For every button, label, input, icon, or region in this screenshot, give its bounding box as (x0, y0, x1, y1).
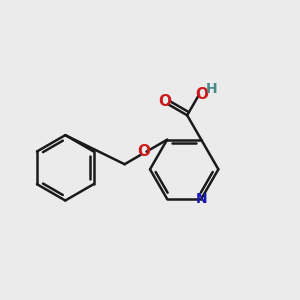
Text: O: O (158, 94, 171, 109)
Text: H: H (206, 82, 217, 96)
Text: O: O (138, 144, 151, 159)
Text: N: N (196, 192, 207, 206)
Text: O: O (196, 87, 208, 102)
